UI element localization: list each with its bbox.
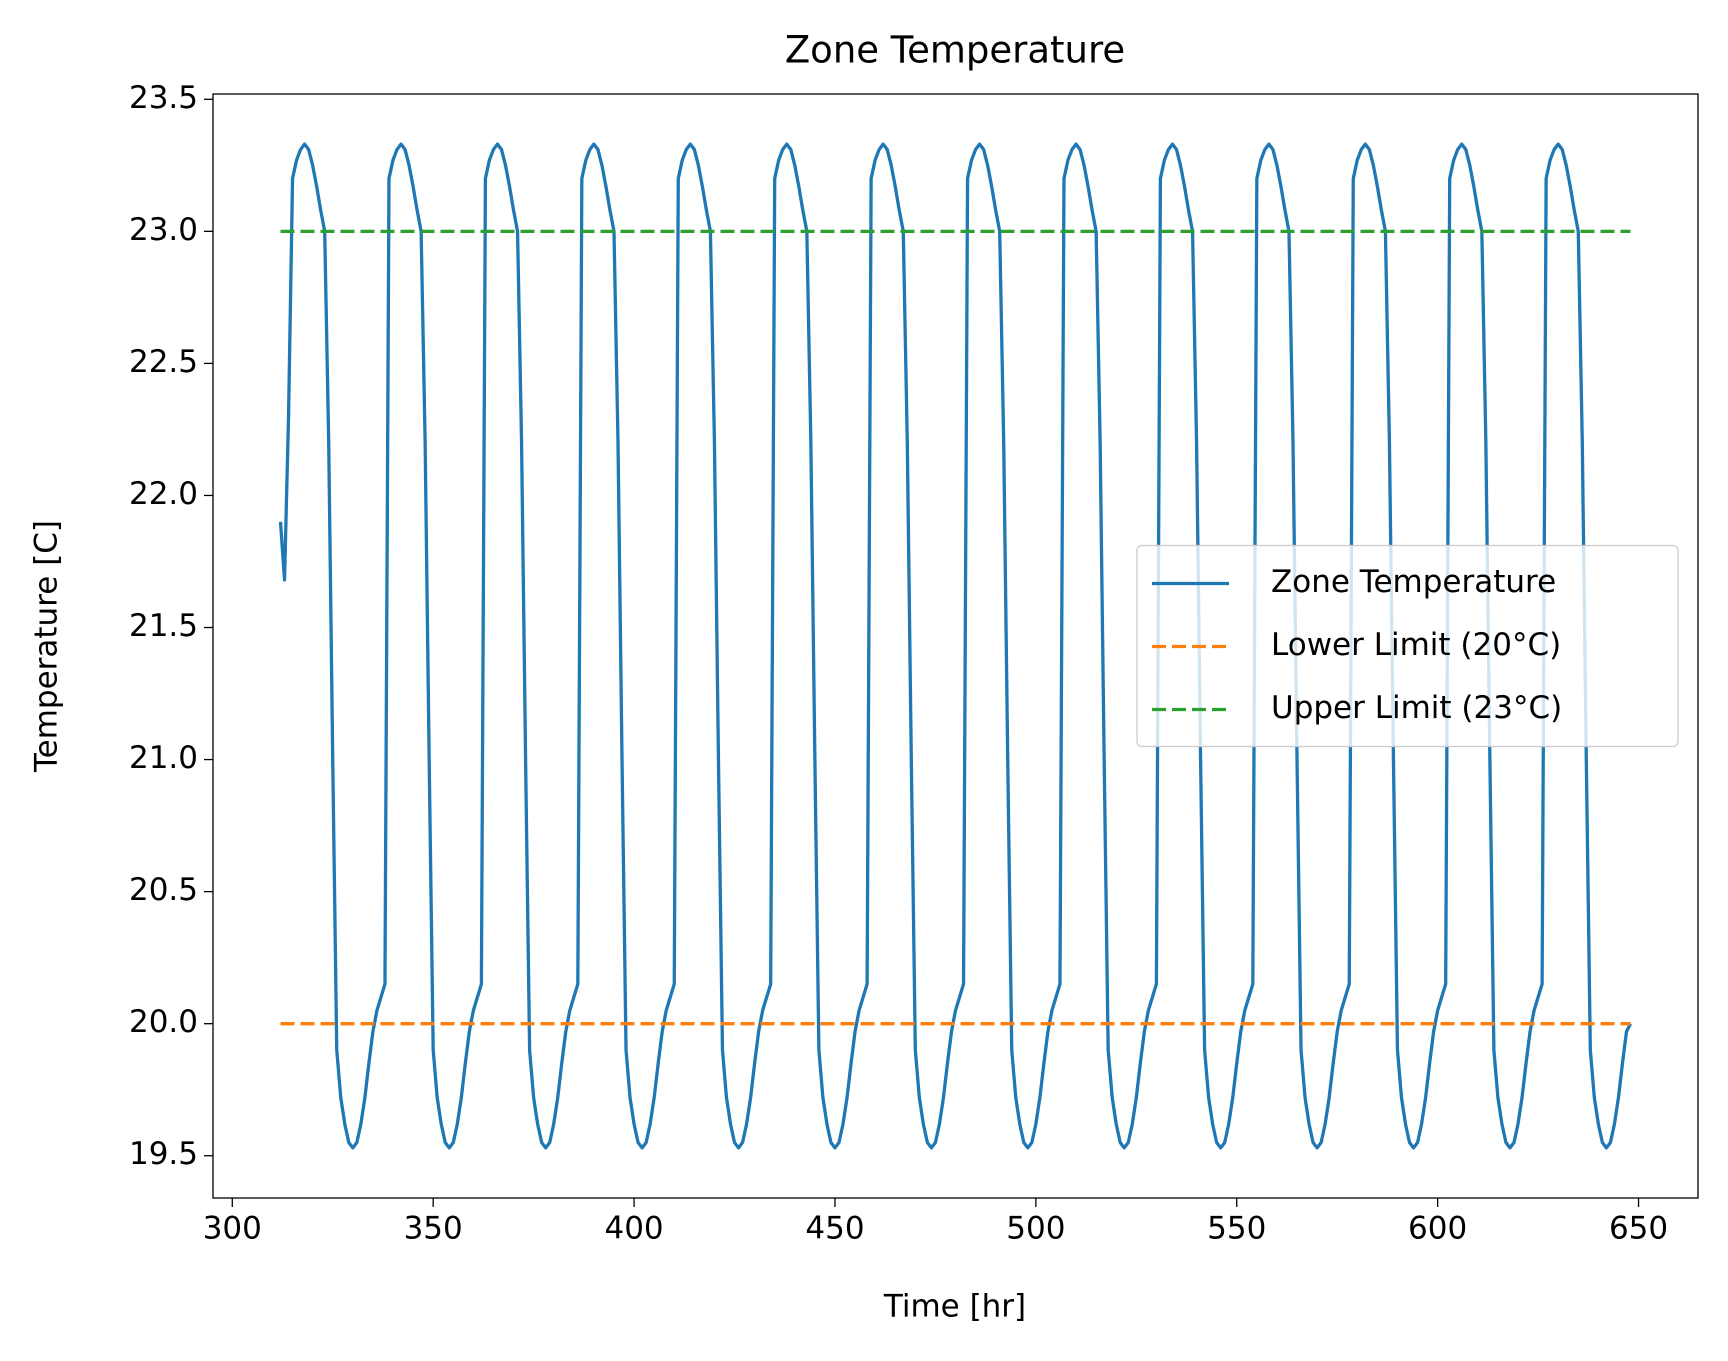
axes-frame bbox=[212, 93, 1699, 1199]
data-line bbox=[278, 142, 1632, 1150]
chart-title: Zone Temperature bbox=[785, 29, 1125, 72]
x-tick-label: 650 bbox=[1609, 1211, 1668, 1247]
legend-label: Lower Limit (20°C) bbox=[1271, 627, 1561, 663]
legend: Zone Temperature Lower Limit (20°C) Upper … bbox=[1136, 544, 1679, 748]
x-tick-label: 500 bbox=[1006, 1211, 1065, 1247]
x-tick-label: 550 bbox=[1207, 1211, 1266, 1247]
y-axis-label: Temperature [C] bbox=[29, 520, 65, 773]
legend-label: Upper Limit (23°C) bbox=[1271, 690, 1562, 726]
y-tick-label: 19.5 bbox=[129, 1136, 198, 1172]
y-tick-label: 23.0 bbox=[129, 212, 198, 248]
y-tick-label: 20.0 bbox=[129, 1004, 198, 1040]
y-tick-label: 21.0 bbox=[129, 740, 198, 776]
y-tick-label: 22.0 bbox=[129, 476, 198, 512]
x-tick-label: 400 bbox=[604, 1211, 663, 1247]
y-tick-label: 21.5 bbox=[129, 608, 198, 644]
y-tick-label: 23.5 bbox=[129, 80, 198, 116]
x-tick-label: 600 bbox=[1408, 1211, 1467, 1247]
legend-box bbox=[1136, 544, 1679, 748]
x-tick-label: 450 bbox=[805, 1211, 864, 1247]
y-tick-label: 20.5 bbox=[129, 872, 198, 908]
y-tick-label: 22.5 bbox=[129, 344, 198, 380]
x-axis-label: Time [hr] bbox=[883, 1289, 1026, 1325]
x-tick-label: 350 bbox=[404, 1211, 463, 1247]
x-tick-label: 300 bbox=[203, 1211, 262, 1247]
legend-label: Zone Temperature bbox=[1271, 564, 1556, 600]
